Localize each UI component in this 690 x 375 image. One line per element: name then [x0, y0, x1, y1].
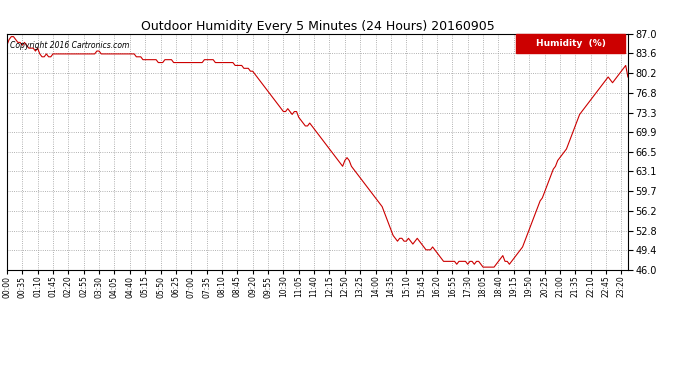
Text: Humidity  (%): Humidity (%) — [535, 39, 605, 48]
Text: Copyright 2016 Cartronics.com: Copyright 2016 Cartronics.com — [10, 41, 130, 50]
Title: Outdoor Humidity Every 5 Minutes (24 Hours) 20160905: Outdoor Humidity Every 5 Minutes (24 Hou… — [141, 20, 494, 33]
Bar — [516, 34, 625, 53]
